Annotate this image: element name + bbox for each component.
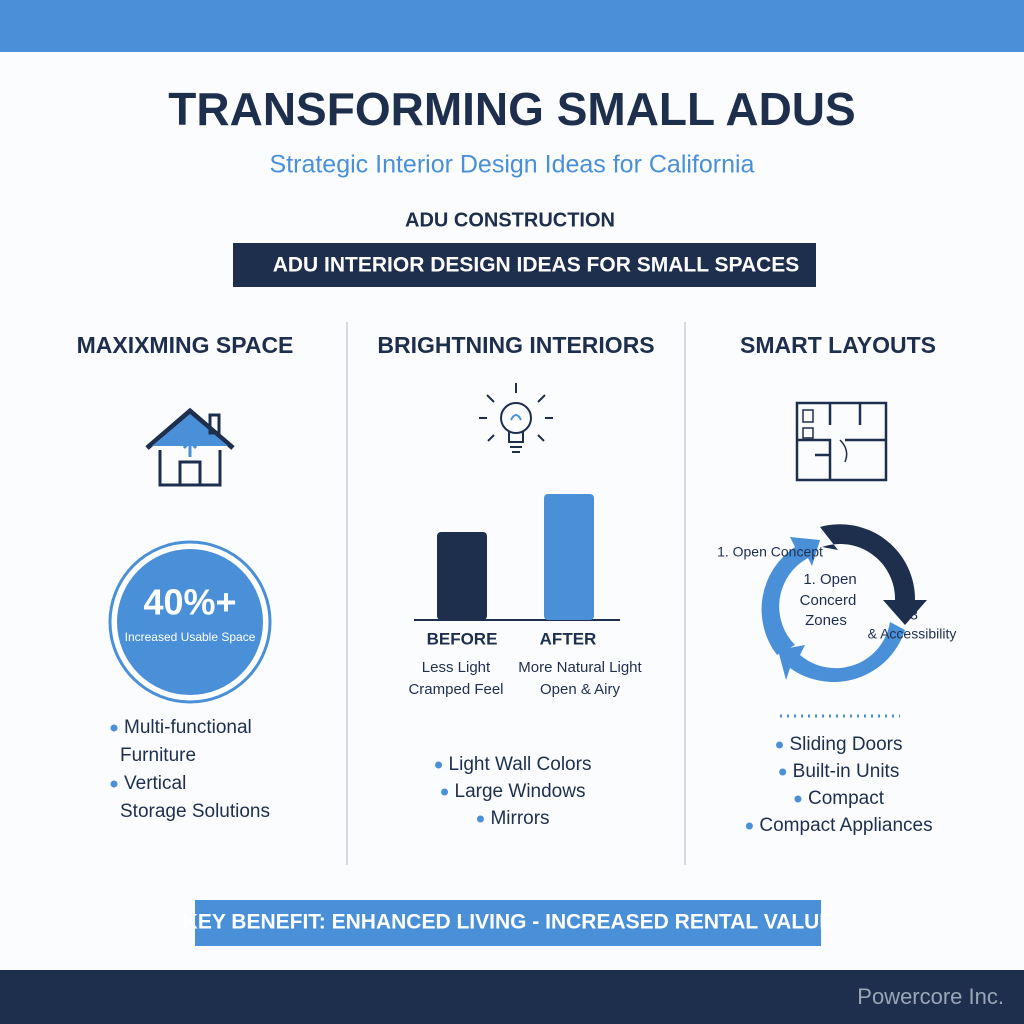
bullet-text: Mirrors <box>490 808 549 829</box>
bar-note: Cramped Feel <box>408 681 503 698</box>
benefit-box <box>195 900 821 946</box>
bottom-bar <box>0 970 1024 1024</box>
title: TRANSFORMING SMALL ADUS <box>168 83 855 135</box>
banner-box <box>233 243 816 287</box>
bar-label: BEFORE <box>427 629 498 648</box>
cycle-diagram <box>761 524 927 682</box>
house-icon <box>145 407 235 487</box>
bullet-text: Furniture <box>120 745 196 766</box>
bulb-icon <box>479 383 553 453</box>
bullet-text: Storage Solutions <box>120 801 270 822</box>
kicker: ADU CONSTRUCTION <box>405 209 615 231</box>
stat-caption: Increased Usable Space <box>125 630 256 644</box>
bullet-text: Vertical <box>124 773 186 794</box>
bullet-dot <box>794 795 802 803</box>
cycle-label: 1. Open Concept <box>717 544 823 560</box>
bullet-dot <box>435 761 443 769</box>
cycle-center: Zones <box>805 612 847 629</box>
after-bar <box>544 494 594 620</box>
bullet-dot <box>779 768 787 776</box>
bullet-text: Sliding Doors <box>790 734 903 755</box>
bar-note: More Natural Light <box>518 659 642 676</box>
bar-note: Open & Airy <box>540 681 621 698</box>
bullet-text: Large Windows <box>455 781 586 802</box>
column-heading: SMART LAYOUTS <box>740 332 936 358</box>
before-bar <box>437 532 487 620</box>
column-heading: BRIGHTNING INTERIORS <box>377 332 654 358</box>
stat-circle <box>117 549 263 695</box>
column-heading: MAXIXMING SPACE <box>77 332 294 358</box>
bullet-dot <box>476 815 484 823</box>
bullet-text: Compact Appliances <box>759 815 932 836</box>
banner: ADU INTERIOR DESIGN IDEAS FOR SMALL SPAC… <box>273 254 800 277</box>
bullet-text: Light Wall Colors <box>449 754 592 775</box>
floorplan-icon <box>795 401 888 482</box>
bar-label: AFTER <box>540 629 597 648</box>
bullet-text: Compact <box>808 788 885 809</box>
bullet-dot <box>745 822 753 830</box>
bullet-dot <box>110 724 118 732</box>
bullet-dot <box>441 788 449 796</box>
cycle-center: 1. Open <box>803 571 856 588</box>
bullet-text: Built-in Units <box>793 761 900 782</box>
subtitle: Strategic Interior Design Ideas for Cali… <box>270 151 755 179</box>
cycle-side: 3 <box>910 607 918 623</box>
bullet-dot <box>776 741 783 749</box>
brand: Powercore Inc. <box>857 984 1004 1009</box>
benefit: KEY BENEFIT: ENHANCED LIVING - INCREASED… <box>183 911 834 934</box>
bullet-text: Multi-functional <box>124 717 252 738</box>
cycle-center: Concerd <box>800 592 857 609</box>
cycle-side: & Accessibility <box>868 626 957 642</box>
bullet-dot <box>110 780 118 788</box>
top-bar <box>0 0 1024 52</box>
bar-note: Less Light <box>422 659 491 676</box>
stat-value: 40%+ <box>143 582 236 623</box>
